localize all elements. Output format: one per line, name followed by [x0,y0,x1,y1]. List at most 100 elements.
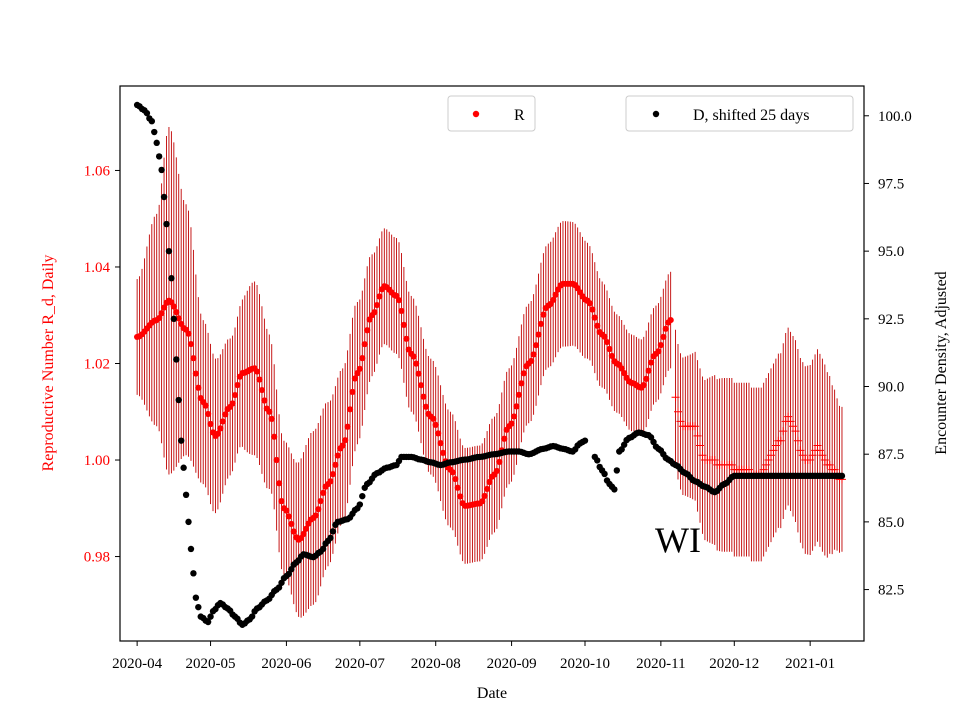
d-point [248,613,256,620]
r-point [288,520,295,528]
d-point [190,570,197,577]
d-point [359,492,366,500]
r-point [339,442,346,449]
r-point [608,352,616,360]
r-point [300,530,307,538]
r-point [320,489,327,497]
r-point [501,435,508,442]
r-point [520,370,527,377]
d-point [204,618,212,626]
r-point [256,376,263,383]
r-point [784,412,793,421]
x-tick-label: 2020-12 [709,656,759,672]
d-point [148,117,156,125]
r-point [771,441,780,450]
d-point [195,603,202,611]
d-point [170,315,178,323]
r-point [789,422,798,431]
r-point [454,484,461,491]
r-point [776,436,785,445]
r-point [798,451,807,460]
right-tick-label: 90.0 [878,380,904,396]
r-point [205,410,212,418]
r-point [696,441,705,450]
r-point [413,360,420,367]
r-point [589,306,596,313]
r-point [621,370,628,377]
r-point [667,316,674,324]
r-point [762,460,771,469]
left-y-axis-label: Reproductive Number R_d, Daily [40,255,57,472]
right-tick-label: 92.5 [878,312,904,328]
r-point [793,436,802,445]
x-tick-label: 2021-01 [785,656,835,672]
r-point [586,300,593,307]
d-series [133,101,846,628]
d-point [175,396,182,404]
r-point [449,469,456,476]
right-tick-label: 95.0 [878,244,904,260]
r-point [234,381,241,389]
r-point [400,321,407,328]
r-point [439,449,447,456]
r-point [351,375,359,382]
r-point [278,498,285,505]
r-point [796,446,805,455]
r-point [435,430,442,437]
plot-frame [119,85,865,642]
r-point [317,497,324,505]
x-tick-label: 2020-07 [335,656,385,672]
d-point [182,491,190,499]
r-point [820,456,829,465]
r-point [540,311,547,318]
x-tick-label: 2020-05 [186,656,236,672]
legend-r-marker [472,110,480,118]
r-point [359,355,366,362]
d-point [581,437,589,444]
r-point [508,420,515,427]
d-point [356,501,364,508]
left-tick-label: 1.06 [84,163,111,179]
r-point [329,471,337,478]
r-point [170,303,177,310]
r-point [361,341,368,348]
r-point [190,355,197,362]
d-point [838,472,846,480]
r-point [432,421,439,428]
r-point [312,512,319,519]
r-point [813,441,822,450]
r-point [410,353,417,360]
r-point [530,351,537,358]
d-point [155,153,163,160]
r-point [647,359,655,366]
r-point [479,498,486,505]
d-point [173,356,180,363]
d-point [594,457,601,464]
r-point [160,304,168,311]
r-point [202,402,209,409]
d-point [601,470,608,478]
r-point [513,403,520,410]
x-tick-label: 2020-10 [560,656,610,672]
r-point [535,331,542,338]
r-point [643,375,650,382]
r-point [192,370,199,377]
left-tick-label: 1.04 [84,260,111,276]
r-point [156,314,163,322]
right-tick-label: 100.0 [878,109,912,125]
r-point [552,291,559,298]
r-point [398,307,405,315]
state-annotation: WI [655,520,701,560]
r-point [214,430,221,437]
r-point [806,456,815,465]
d-point [327,534,334,542]
r-point [550,296,557,304]
r-point [808,451,817,460]
x-tick-label: 2020-09 [487,656,537,672]
r-point [693,431,702,440]
r-point [344,423,351,430]
r-point [493,467,500,475]
x-tick-label: 2020-08 [411,656,461,672]
r-point [603,338,611,346]
r-point [261,397,268,404]
